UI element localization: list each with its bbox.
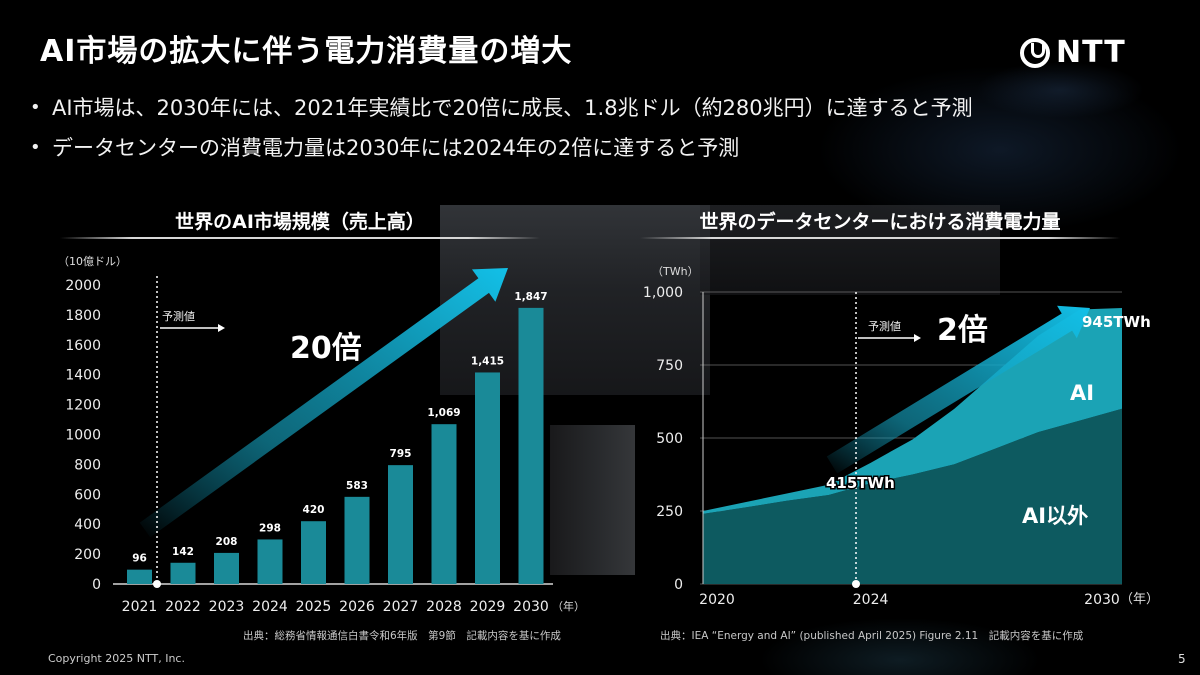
bar (257, 539, 283, 584)
x-tick-label: 2022 (165, 599, 201, 615)
x-tick-label: 2026 (339, 599, 375, 615)
title-underline (640, 237, 1120, 239)
bar (127, 569, 152, 584)
y-tick-label: 0 (92, 577, 101, 593)
series-label-non-ai: AI以外 (1022, 504, 1088, 528)
bar (431, 424, 457, 584)
x-tick-label: 2021 (122, 599, 158, 615)
page-number: 5 (1178, 652, 1186, 666)
x-axis-unit: （年） (552, 599, 585, 613)
bar-value-label: 583 (346, 480, 368, 492)
growth-arrow-icon (826, 305, 1090, 474)
bar-value-label: 96 (132, 553, 147, 565)
area-series-non-ai (703, 408, 1122, 584)
bullet-text: データセンターの消費電力量は2030年には2024年の2倍に達すると予測 (52, 136, 740, 160)
start-value-annotation: 415TWh (826, 474, 895, 492)
bar-value-label: 142 (172, 546, 194, 558)
x-tick-label: 2024 (853, 592, 889, 608)
bar (518, 307, 544, 584)
y-tick-label: 1200 (65, 398, 101, 414)
bullet-icon: • (30, 96, 41, 118)
x-tick-label: 2025 (296, 599, 332, 615)
bullet-item: • データセンターの消費電力量は2030年には2024年の2倍に達すると予測 (30, 132, 973, 162)
y-tick-label: 1600 (65, 338, 101, 354)
datacenter-photo (440, 205, 710, 395)
bar-chart: （10億ドル） 0 200 400 600 800 1000 1200 1400 1600 180… (58, 255, 585, 615)
bar (475, 372, 500, 584)
bar-value-label: 1,069 (427, 407, 460, 419)
page-title: AI市場の拡大に伴う電力消費量の増大 (40, 34, 573, 69)
y-tick-label: 750 (656, 358, 683, 374)
forecast-label: 予測値 (868, 319, 901, 333)
x-tick-label: 2023 (209, 599, 245, 615)
growth-label: 2倍 (937, 313, 988, 348)
y-tick-label: 600 (74, 487, 101, 503)
bar (344, 496, 370, 584)
growth-arrow-icon (139, 268, 508, 538)
forecast-divider-dot (153, 580, 161, 588)
bar-value-label: 208 (216, 536, 238, 548)
x-tick-label: 2027 (383, 599, 419, 615)
bullet-item: • AI市場は、2030年には、2021年実績比で20倍に成長、1.8兆ドル（約… (30, 92, 973, 122)
bar (214, 552, 239, 584)
y-axis-unit: （TWh） (652, 265, 699, 278)
y-tick-label: 250 (656, 504, 683, 520)
bar-value-label: 298 (259, 522, 281, 534)
ntt-logo-icon (1020, 37, 1050, 68)
x-tick-label: 2028 (426, 599, 462, 615)
x-tick-label: 2030 (1084, 592, 1120, 608)
server-rack-photo (550, 425, 635, 575)
area-chart: （TWh） 0 250 500 750 1,000 予測値 2倍 945TWh 415T… (643, 265, 1159, 608)
y-tick-label: 800 (74, 457, 101, 473)
forecast-label: 予測値 (162, 309, 195, 323)
x-tick-label: 2024 (252, 599, 288, 615)
datacenter-photo-right (700, 205, 1000, 295)
ntt-logo: NTT (1020, 35, 1126, 70)
bullet-icon: • (30, 136, 41, 158)
y-tick-label: 0 (674, 577, 683, 593)
x-tick-label: 2030 (513, 599, 549, 615)
x-axis-unit: （年） (1120, 592, 1159, 607)
y-tick-label: 400 (74, 517, 101, 533)
y-tick-label: 1,000 (643, 285, 683, 301)
bar-chart-title: 世界のAI市場規模（売上高） (175, 211, 425, 233)
forecast-arrow-icon (914, 334, 921, 342)
y-tick-label: 200 (74, 547, 101, 563)
series-label-ai: AI (1070, 381, 1094, 405)
y-tick-label: 1000 (65, 428, 101, 444)
y-axis-unit: （10億ドル） (58, 255, 127, 268)
bar-value-label: 420 (303, 504, 325, 516)
bar-value-label: 1,847 (514, 291, 547, 303)
area-chart-title: 世界のデータセンターにおける消費電力量 (699, 211, 1061, 233)
bar-value-label: 795 (390, 448, 412, 460)
y-tick-label: 500 (656, 431, 683, 447)
title-underline (60, 237, 540, 239)
bar-chart-source: 出典：総務省情報通信白書令和6年版 第9節 記載内容を基に作成 (243, 630, 561, 642)
area-chart-source: 出典：IEA “Energy and AI” (published April … (660, 630, 1084, 642)
end-value-annotation: 945TWh (1082, 313, 1151, 331)
forecast-divider-dot (852, 580, 860, 588)
y-tick-label: 1800 (65, 308, 101, 324)
x-tick-label: 2020 (699, 592, 735, 608)
bar (301, 521, 326, 584)
copyright: Copyright 2025 NTT, Inc. (48, 652, 185, 665)
bullet-list: • AI市場は、2030年には、2021年実績比で20倍に成長、1.8兆ドル（約… (30, 92, 973, 172)
logo-text: NTT (1056, 35, 1126, 70)
growth-label: 20倍 (290, 331, 362, 366)
y-tick-label: 2000 (65, 278, 101, 294)
bar (388, 465, 413, 584)
forecast-arrow-icon (218, 324, 225, 332)
y-tick-label: 1400 (65, 368, 101, 384)
x-tick-label: 2029 (470, 599, 506, 615)
bar-value-label: 1,415 (471, 355, 504, 367)
bar (170, 562, 196, 584)
bullet-text: AI市場は、2030年には、2021年実績比で20倍に成長、1.8兆ドル（約28… (52, 96, 973, 120)
